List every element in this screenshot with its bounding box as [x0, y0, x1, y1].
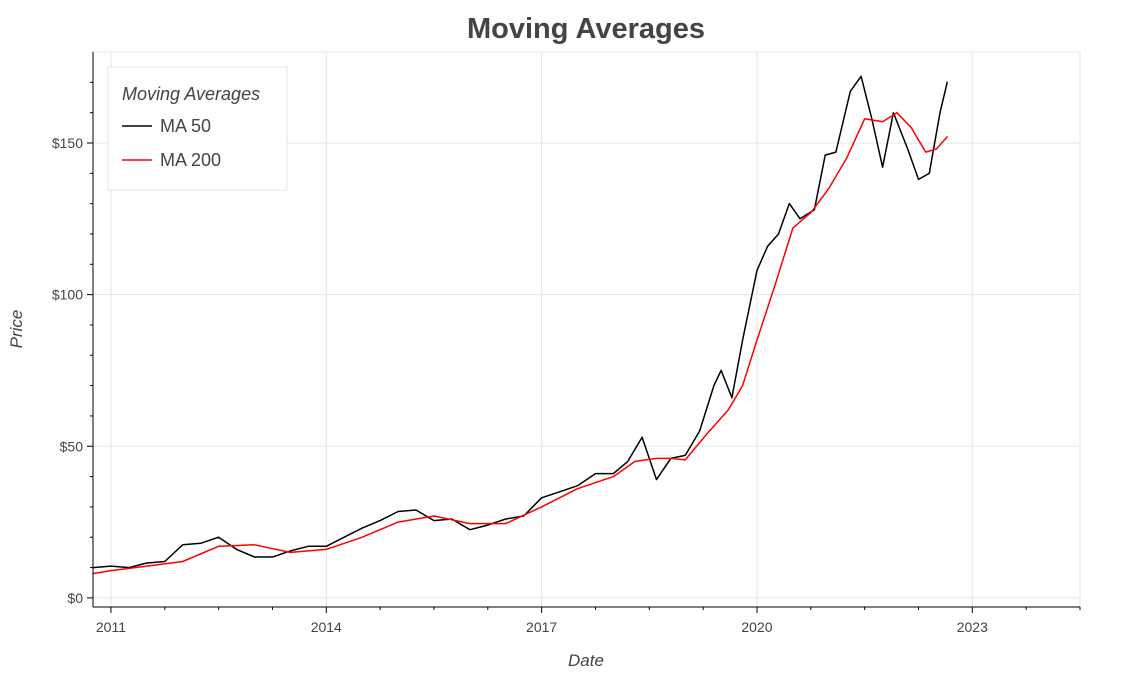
- legend-box: [107, 66, 288, 191]
- y-tick-label: $100: [52, 287, 83, 303]
- x-axis-label: Date: [568, 651, 604, 670]
- x-tick-label: 2017: [526, 619, 557, 635]
- axes: $0 $50 $100 $150 2011 2014 2017 2020 2023: [52, 52, 1081, 635]
- x-tick-label: 2014: [311, 619, 342, 635]
- y-tick-label: $0: [67, 590, 83, 606]
- legend-title: Moving Averages: [122, 84, 260, 104]
- y-tick-label: $150: [52, 135, 83, 151]
- x-tick-label: 2023: [957, 619, 988, 635]
- y-tick-label: $50: [60, 438, 84, 454]
- chart-title: Moving Averages: [467, 13, 705, 45]
- legend: Moving Averages MA 50 MA 200: [107, 66, 288, 191]
- series-line-ma-50: [92, 75, 948, 569]
- x-tick-label: 2011: [96, 619, 126, 635]
- x-tick-label: 2020: [741, 619, 772, 635]
- legend-label-ma-50: MA 50: [160, 116, 211, 136]
- legend-label-ma-200: MA 200: [160, 150, 221, 170]
- y-axis-label: Price: [7, 310, 26, 349]
- series-line-ma-200: [92, 111, 948, 575]
- series-layer: [92, 75, 948, 575]
